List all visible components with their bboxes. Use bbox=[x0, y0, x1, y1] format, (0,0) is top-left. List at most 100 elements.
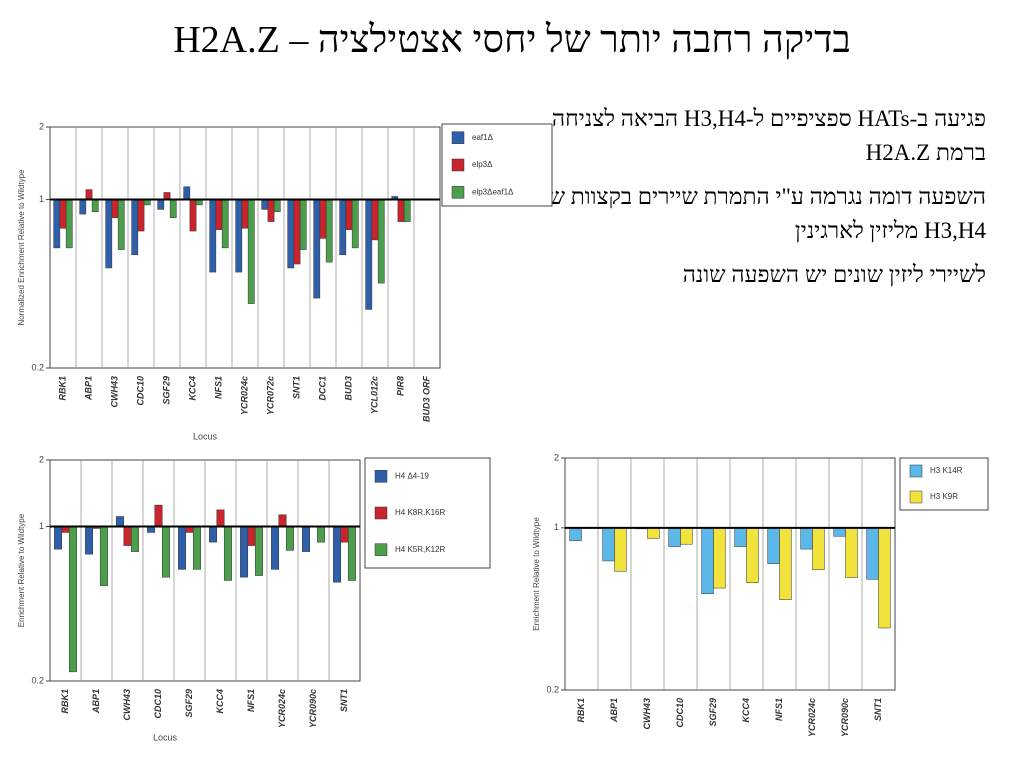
bar bbox=[397, 199, 405, 222]
bar bbox=[833, 527, 846, 537]
legend-swatch bbox=[374, 470, 388, 483]
legend-label: H3 K14R bbox=[930, 466, 963, 475]
bar bbox=[59, 199, 67, 229]
y-tick-label: 1 bbox=[39, 521, 44, 531]
legend-label: eaf1Δ bbox=[472, 133, 494, 142]
x-axis-label: Locus bbox=[193, 431, 218, 441]
y-tick-label: 1 bbox=[554, 522, 559, 532]
y-tick-label: 2 bbox=[554, 452, 559, 462]
bar bbox=[154, 504, 163, 527]
bar bbox=[278, 514, 287, 527]
y-tick-label: 2 bbox=[39, 121, 44, 131]
bar bbox=[371, 199, 379, 241]
legend-swatch bbox=[374, 506, 388, 520]
bar bbox=[53, 199, 61, 249]
x-tick-label: ABP1 bbox=[91, 689, 101, 714]
legend-label: H4 Δ4-19 bbox=[395, 471, 429, 480]
bar bbox=[878, 527, 891, 629]
bar bbox=[105, 199, 113, 269]
y-axis-label: Enrichment Relative to Wildtype bbox=[17, 513, 26, 627]
bar bbox=[215, 199, 223, 230]
bar bbox=[209, 199, 217, 273]
x-tick-label: YCL012c bbox=[369, 376, 379, 414]
bar bbox=[866, 527, 879, 580]
bar bbox=[701, 527, 714, 594]
x-tick-label: BUD3 bbox=[343, 376, 353, 401]
bar bbox=[602, 527, 615, 562]
bar bbox=[403, 199, 411, 222]
bar bbox=[351, 199, 359, 249]
x-tick-label: SNT1 bbox=[291, 376, 301, 399]
bar bbox=[316, 526, 325, 543]
bar bbox=[117, 199, 125, 250]
y-tick-label: 2 bbox=[39, 454, 44, 464]
x-tick-label: YCR090c bbox=[308, 689, 318, 728]
legend-swatch bbox=[909, 464, 923, 478]
bar bbox=[116, 516, 125, 527]
bar bbox=[235, 199, 243, 273]
x-tick-label: YCR024c bbox=[807, 698, 817, 737]
bar bbox=[668, 527, 681, 547]
bar bbox=[767, 527, 780, 565]
bar bbox=[65, 199, 73, 249]
x-tick-label: SGF29 bbox=[184, 689, 194, 718]
x-tick-label: NFS1 bbox=[213, 376, 223, 399]
bar bbox=[347, 526, 356, 581]
y-tick-label: 0.2 bbox=[31, 362, 44, 372]
x-tick-label: CDC10 bbox=[153, 689, 163, 719]
x-tick-label: CDC10 bbox=[675, 698, 685, 728]
x-tick-label: YCR024c bbox=[239, 376, 249, 415]
x-tick-label: ABP1 bbox=[83, 376, 93, 401]
x-tick-label: SGF29 bbox=[161, 376, 171, 405]
bar bbox=[137, 199, 145, 232]
bar bbox=[267, 199, 275, 222]
bar bbox=[209, 526, 218, 543]
x-tick-label: PIR8 bbox=[395, 376, 405, 396]
x-tick-label: NFS1 bbox=[774, 698, 784, 721]
x-tick-label: KCC4 bbox=[741, 698, 751, 723]
x-tick-label: CDC10 bbox=[135, 376, 145, 406]
y-tick-label: 0.2 bbox=[546, 684, 559, 694]
bar bbox=[254, 526, 263, 576]
legend-swatch bbox=[909, 490, 923, 504]
x-tick-label: CWH43 bbox=[109, 376, 119, 408]
bar bbox=[812, 527, 825, 570]
bar bbox=[680, 527, 693, 545]
bar bbox=[99, 526, 108, 586]
bar bbox=[223, 526, 232, 581]
bar bbox=[734, 527, 747, 547]
bar bbox=[779, 527, 792, 600]
bar bbox=[340, 526, 349, 543]
legend-swatch bbox=[451, 186, 465, 199]
y-axis-label: Enrichment Relative to Wildtype bbox=[532, 517, 541, 631]
bar bbox=[169, 199, 177, 219]
legend-swatch bbox=[451, 131, 465, 144]
x-tick-label: RBK1 bbox=[57, 376, 67, 401]
plot-frame bbox=[49, 126, 441, 369]
bar bbox=[293, 199, 301, 265]
x-tick-label: RBK1 bbox=[576, 698, 586, 723]
legend-label: H4 K5R,K12R bbox=[395, 545, 445, 554]
bar bbox=[241, 199, 249, 229]
bar bbox=[261, 199, 269, 210]
bar bbox=[746, 527, 759, 583]
bullet: השפעה דומה נגרמה ע"י התמרת שיירים בקצוות… bbox=[537, 184, 986, 243]
bullet-list: פגיעה ב-HATs ספציפיים ל-H3,H4 הביאה לצני… bbox=[516, 102, 986, 302]
bar bbox=[319, 199, 327, 239]
bar bbox=[247, 199, 255, 304]
legend-label: elp3Δ bbox=[472, 160, 493, 169]
x-tick-label: KCC4 bbox=[187, 376, 197, 401]
bar bbox=[91, 199, 99, 212]
bar bbox=[800, 527, 813, 550]
bar bbox=[216, 509, 225, 527]
bar bbox=[273, 199, 281, 212]
x-tick-label: SGF29 bbox=[708, 698, 718, 727]
legend-label: elp3Δeaf1Δ bbox=[472, 187, 514, 196]
x-tick-label: YCR024c bbox=[277, 689, 287, 728]
legend-swatch bbox=[374, 543, 388, 556]
bar bbox=[85, 526, 94, 555]
bar bbox=[285, 526, 294, 551]
bar bbox=[183, 186, 191, 200]
legend-swatch bbox=[451, 158, 465, 172]
